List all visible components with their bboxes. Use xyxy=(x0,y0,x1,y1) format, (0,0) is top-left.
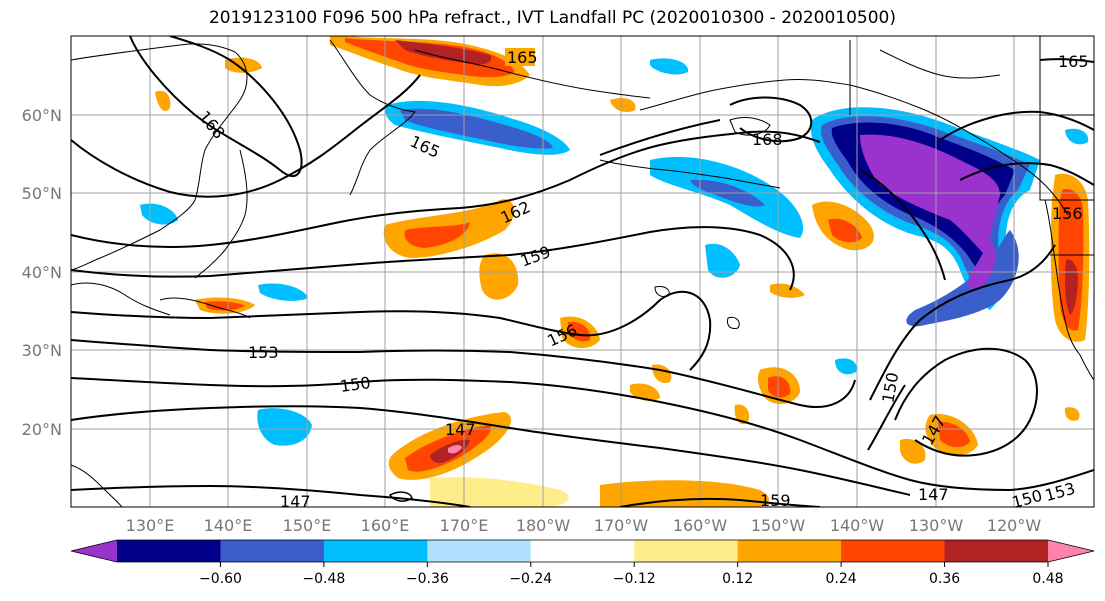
contour-165-west xyxy=(71,74,421,198)
shading-w-pacific-negative xyxy=(257,408,312,446)
colorbar-outline xyxy=(70,539,1095,563)
lon-label: 130°E xyxy=(126,516,175,535)
coast-na-west xyxy=(1044,199,1094,381)
map-panel xyxy=(71,36,1094,507)
colorbar-swatch xyxy=(323,540,428,562)
lon-label: 170°E xyxy=(440,516,489,535)
colorbar-swatch xyxy=(737,540,842,562)
field-shading xyxy=(140,36,1090,507)
lat-label: 50°N xyxy=(22,184,62,203)
graticule xyxy=(71,36,1094,507)
colorbar-tick-label: −0.12 xyxy=(613,571,656,587)
colorbar-tick-label: 0.12 xyxy=(722,571,753,587)
coast-aleutians xyxy=(599,159,781,189)
colorbar-tick-label: −0.36 xyxy=(406,571,449,587)
lat-label: 40°N xyxy=(22,263,62,282)
coast-siberia xyxy=(414,49,651,99)
contour-153 xyxy=(71,339,856,408)
lon-label: 140°W xyxy=(830,516,885,535)
colorbar-swatch xyxy=(841,540,946,562)
colorbar-swatches xyxy=(70,539,1095,563)
contour-150-east xyxy=(869,244,1056,401)
colorbar-swatch xyxy=(427,540,532,562)
latitude-labels: 60°N 50°N 40°N 30°N 20°N xyxy=(22,106,62,439)
contour-label: 159 xyxy=(760,491,791,510)
coastlines xyxy=(71,36,1094,507)
colorbar-tick-label: 0.48 xyxy=(1032,571,1063,587)
lon-label: 160°E xyxy=(361,516,410,535)
contour-label: 147 xyxy=(280,492,311,511)
coast-asia xyxy=(71,43,248,271)
colorbar-swatch xyxy=(944,540,1049,562)
contour-label: 147 xyxy=(445,420,476,439)
lon-label: 150°E xyxy=(283,516,332,535)
contour-label: 165 xyxy=(507,48,538,67)
colorbar-tick-label: −0.60 xyxy=(199,571,242,587)
colorbar: −0.60 −0.48 −0.36 −0.24 −0.12 0.12 0.24 0.36 0.4… xyxy=(70,539,1095,587)
lat-label: 30°N xyxy=(22,341,62,360)
colorbar-swatch xyxy=(117,540,221,562)
contour-162 xyxy=(71,130,821,248)
colorbar-ticks: −0.60 −0.48 −0.36 −0.24 −0.12 0.12 0.24 0.36 0.4… xyxy=(199,562,1064,587)
coast-kamchatka xyxy=(329,39,416,196)
contour-150 xyxy=(71,377,1094,492)
contour-156 xyxy=(71,290,712,371)
lon-label: 150°W xyxy=(751,516,806,535)
lon-label: 120°W xyxy=(987,516,1042,535)
longitude-labels: 130°E 140°E 150°E 160°E 170°E 180°W 170°… xyxy=(126,516,1042,535)
contour-label: 156 xyxy=(1052,204,1083,223)
colorbar-extend-high xyxy=(1048,540,1094,562)
contour-label: 147 xyxy=(918,485,949,504)
contour-label: 165 xyxy=(1058,52,1089,71)
contour-168-west xyxy=(129,36,303,178)
lat-label: 20°N xyxy=(22,420,62,439)
contour-label: 153 xyxy=(248,343,279,362)
colorbar-swatch xyxy=(634,540,739,562)
colorbar-swatch xyxy=(220,540,325,562)
colorbar-tick-label: 0.24 xyxy=(826,571,857,587)
contour-159 xyxy=(71,226,795,291)
lon-label: 140°E xyxy=(204,516,253,535)
contour-147 xyxy=(71,405,911,496)
shading-coast-negative xyxy=(906,230,1019,327)
contour-label: 150 xyxy=(339,373,372,396)
colorbar-tick-label: −0.48 xyxy=(302,571,345,587)
lon-label: 170°W xyxy=(594,516,649,535)
lat-label: 60°N xyxy=(22,106,62,125)
lon-label: 180°W xyxy=(516,516,571,535)
lon-label: 130°W xyxy=(909,516,964,535)
map-title: 2019123100 F096 500 hPa refract., IVT La… xyxy=(208,8,896,28)
colorbar-extend-low xyxy=(71,540,117,562)
map-frame xyxy=(70,35,1095,508)
height-contours xyxy=(71,36,1094,507)
colorbar-tick-label: −0.24 xyxy=(509,571,552,587)
lon-label: 160°W xyxy=(673,516,728,535)
colorbar-swatch xyxy=(530,540,635,562)
coast-alaska xyxy=(639,78,1069,216)
contour-label: 168 xyxy=(752,130,783,149)
colorbar-tick-label: 0.36 xyxy=(929,571,960,587)
